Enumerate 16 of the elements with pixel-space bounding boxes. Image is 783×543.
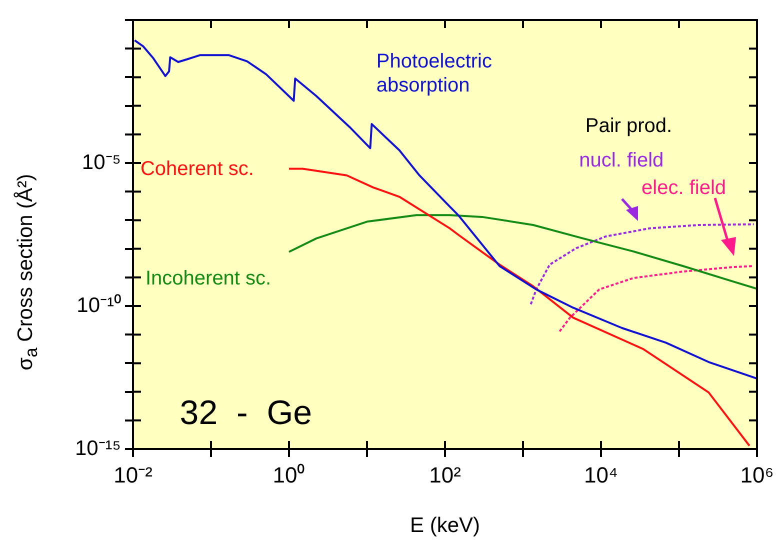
y-tick-label: 10⁻⁵ (82, 150, 121, 174)
series-label: Coherent sc. (140, 158, 254, 180)
y-tick-label: 10⁻¹⁰ (76, 294, 121, 317)
x-axis-title: E (keV) (410, 514, 480, 538)
annotation: 32 - Ge (180, 394, 312, 432)
text: elec. field (642, 177, 726, 200)
series-label: Incoherent sc. (145, 267, 272, 290)
x-tick-label: 10⁶ (740, 462, 774, 488)
y-tick-label: 10⁻¹⁵ (74, 436, 121, 460)
x-tick-label: 10⁴ (584, 462, 618, 488)
x-tick-label: 10⁻² (114, 462, 152, 488)
x-tick-label: 10⁰ (272, 462, 306, 488)
series-label: Photoelectric absorption (376, 50, 492, 97)
annotation: Pair prod. (585, 115, 672, 138)
text: nucl. field (579, 149, 664, 172)
x-tick-label: 10² (429, 462, 461, 488)
